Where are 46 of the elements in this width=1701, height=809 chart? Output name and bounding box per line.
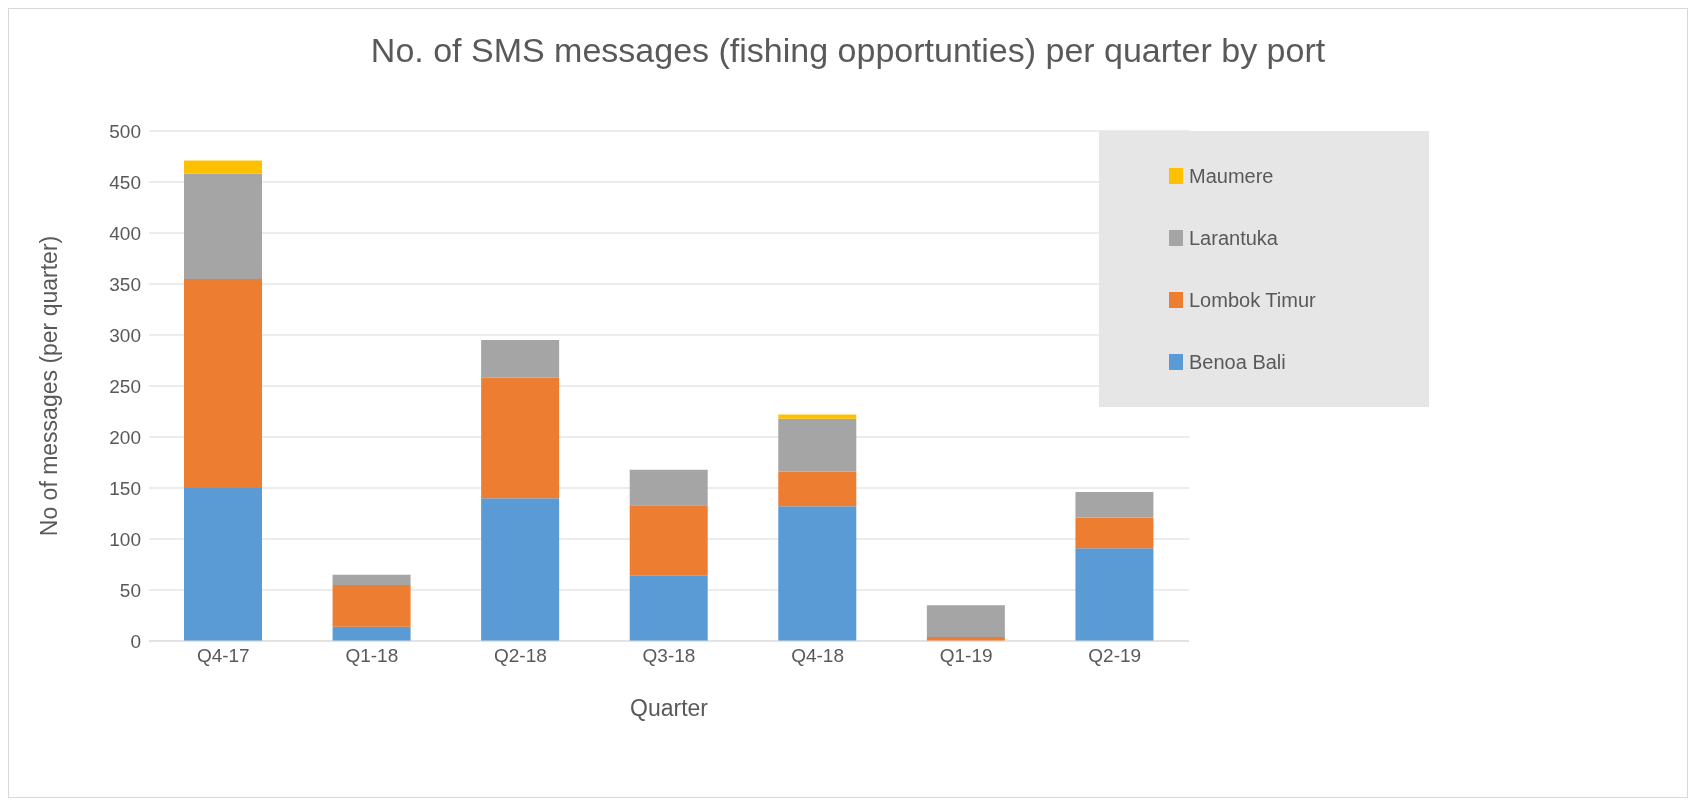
bar [778, 418, 857, 472]
bar [629, 469, 708, 506]
bar [778, 506, 857, 641]
bar [778, 414, 857, 419]
x-tick-label: Q4-18 [791, 645, 844, 667]
y-tick-label: 450 [109, 171, 141, 193]
bar [481, 498, 560, 641]
y-tick-label: 0 [130, 630, 141, 652]
legend-label: Larantuka [1188, 225, 1279, 251]
bar [481, 377, 560, 499]
bar [629, 575, 708, 641]
y-tick-label: 350 [109, 273, 141, 295]
bar [184, 488, 262, 641]
y-tick-label: 400 [109, 222, 141, 244]
bar [184, 160, 262, 174]
bar [926, 605, 1005, 637]
x-tick-label: Q3-18 [642, 645, 696, 667]
y-tick-label: 250 [109, 375, 141, 397]
legend-label: Benoa Bali [1188, 349, 1287, 375]
bar [184, 278, 262, 488]
y-axis-title: No of messages (per quarter) [36, 235, 63, 537]
bar [1075, 517, 1154, 549]
y-tick-label: 200 [109, 426, 141, 448]
x-tick-label: Q2-18 [494, 645, 547, 667]
chart-title: No. of SMS messages (fishing opportunties) per quarter by port [369, 30, 1327, 71]
x-tick-label: Q4-17 [196, 645, 250, 667]
bar [481, 340, 560, 378]
legend-label: Maumere [1188, 163, 1275, 189]
bar [778, 471, 857, 507]
x-tick-label: Q2-19 [1088, 645, 1142, 667]
bar [1075, 548, 1154, 641]
bar [332, 574, 411, 585]
legend-label: Lombok Timur [1188, 287, 1317, 313]
bar [332, 584, 411, 627]
x-tick-label: Q1-18 [345, 645, 399, 667]
y-tick-label: 50 [119, 579, 141, 601]
bar [1075, 492, 1154, 518]
x-axis-title: Quarter [630, 695, 709, 721]
y-tick-label: 100 [109, 528, 141, 550]
x-tick-label: Q1-19 [939, 645, 993, 667]
y-tick-label: 300 [109, 324, 141, 346]
bar [184, 173, 262, 279]
bar [332, 626, 411, 641]
y-tick-label: 150 [109, 477, 141, 499]
y-tick-label: 500 [109, 120, 141, 142]
bar [629, 505, 708, 576]
